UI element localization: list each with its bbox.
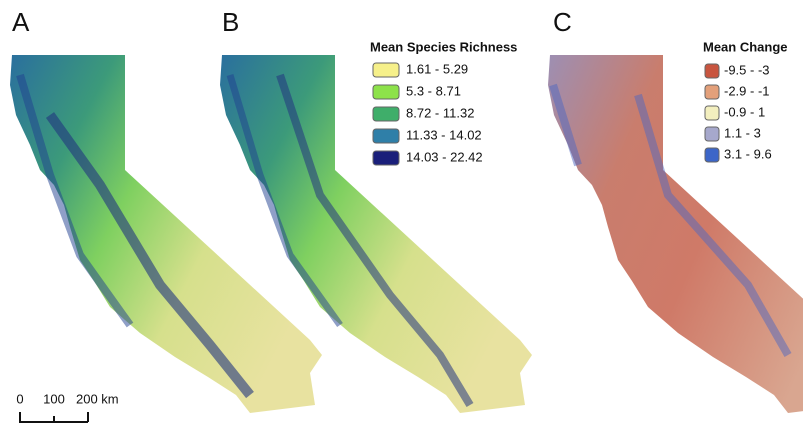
legend-swatch bbox=[705, 148, 719, 162]
legend: -9.5 - -3 -2.9 - -1 -0.9 - 1 1.1 - 3 3.1 - 9… bbox=[705, 62, 772, 162]
legend-label: -0.9 - 1 bbox=[724, 104, 765, 119]
legend-label: 11.33 - 14.02 bbox=[406, 127, 482, 142]
scale-line bbox=[20, 412, 88, 422]
legend-label: -2.9 - -1 bbox=[724, 83, 770, 98]
legend-swatch bbox=[373, 63, 399, 77]
legend-label: 3.1 - 9.6 bbox=[724, 146, 772, 161]
legend-swatch bbox=[705, 127, 719, 141]
legend-swatch bbox=[373, 151, 399, 165]
figure: A B C Mean Species Richness Mean Change … bbox=[0, 0, 803, 426]
legend-swatch bbox=[705, 106, 719, 120]
legend-swatch bbox=[373, 85, 399, 99]
legend-title: Mean Species Richness bbox=[370, 39, 517, 54]
legend-swatch bbox=[373, 129, 399, 143]
scale-label: 200 km bbox=[76, 391, 119, 406]
legend-title: Mean Change bbox=[703, 39, 788, 54]
legend-swatch bbox=[373, 107, 399, 121]
legend-label: -9.5 - -3 bbox=[724, 62, 770, 77]
legend: 1.61 - 5.29 5.3 - 8.71 8.72 - 11.32 11.33 -… bbox=[373, 61, 483, 165]
scale-bar: 0 100 200 km bbox=[16, 391, 118, 422]
legend-swatch bbox=[705, 64, 719, 78]
panel-label: B bbox=[222, 7, 239, 37]
legend-label: 1.61 - 5.29 bbox=[406, 61, 468, 76]
scale-label: 100 bbox=[43, 391, 65, 406]
legend-label: 14.03 - 22.42 bbox=[406, 149, 483, 164]
legend-label: 1.1 - 3 bbox=[724, 125, 761, 140]
legend-swatch bbox=[705, 85, 719, 99]
panel-label: C bbox=[553, 7, 572, 37]
legend-label: 5.3 - 8.71 bbox=[406, 83, 461, 98]
panel-label: A bbox=[12, 7, 30, 37]
scale-label: 0 bbox=[16, 391, 23, 406]
legend-label: 8.72 - 11.32 bbox=[406, 105, 474, 120]
